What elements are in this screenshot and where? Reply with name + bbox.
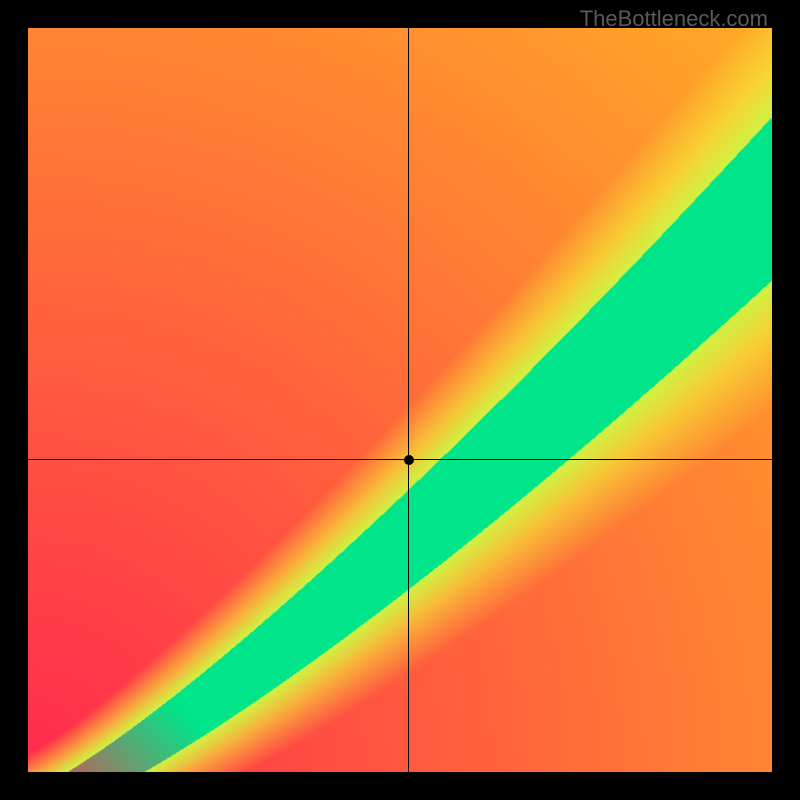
crosshair-vertical (408, 28, 409, 772)
crosshair-horizontal (28, 459, 772, 460)
outer-frame: TheBottleneck.com (0, 0, 800, 800)
heatmap-canvas (28, 28, 772, 772)
crosshair-marker (404, 455, 414, 465)
plot-area (28, 28, 772, 772)
watermark-text: TheBottleneck.com (580, 6, 768, 32)
